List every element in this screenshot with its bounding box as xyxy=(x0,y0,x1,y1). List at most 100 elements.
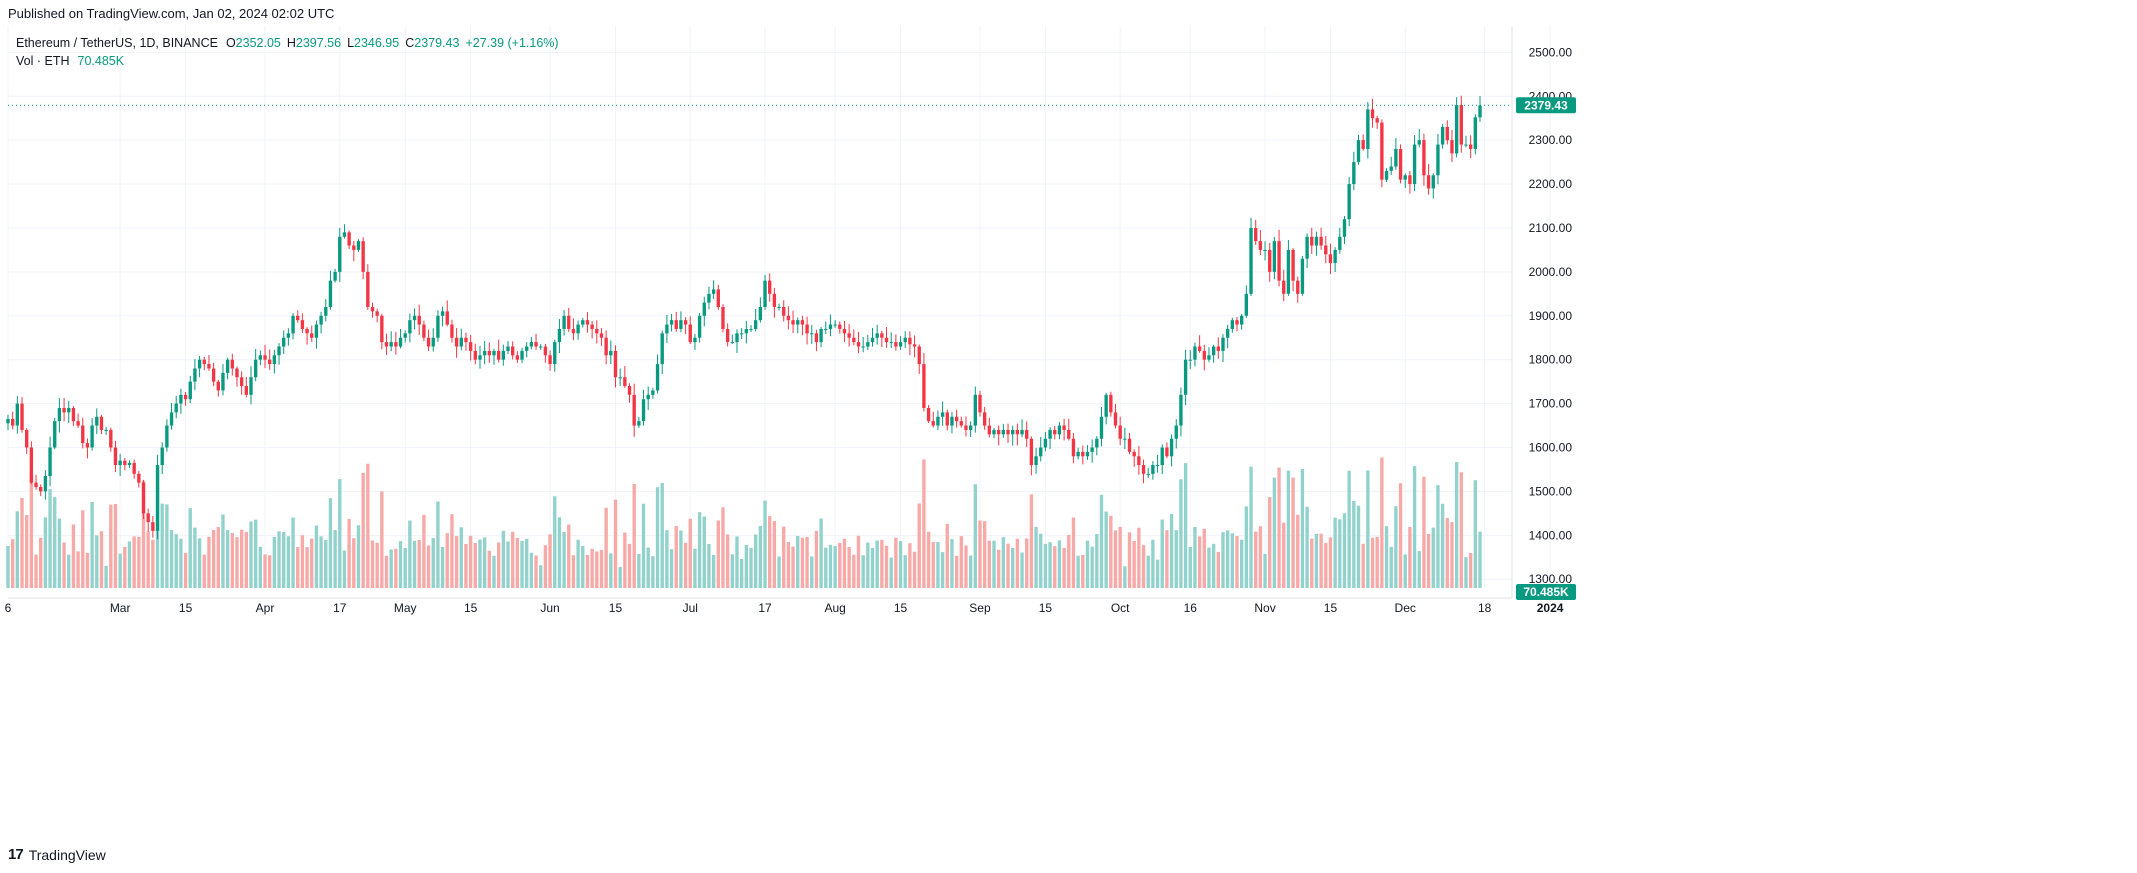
candle-body xyxy=(496,350,501,360)
candle-body xyxy=(679,320,683,329)
volume-bar xyxy=(468,535,473,588)
volume-bar xyxy=(338,479,342,588)
candle-body xyxy=(1034,456,1038,466)
candle-body xyxy=(567,315,571,329)
volume-bar xyxy=(225,530,230,588)
candle-body xyxy=(1389,166,1393,171)
candle-body xyxy=(940,412,945,417)
volume-bar xyxy=(875,540,879,588)
candle-body xyxy=(464,337,468,343)
legend-close: 2379.43 xyxy=(414,36,460,50)
candle-body xyxy=(263,355,267,360)
candle-body xyxy=(1478,105,1482,118)
volume-bar xyxy=(548,534,552,588)
volume-bar xyxy=(1165,530,1169,588)
volume-bar xyxy=(1436,485,1440,588)
volume-bar xyxy=(903,555,907,588)
volume-bar xyxy=(356,525,361,588)
volume-bar xyxy=(782,526,786,588)
volume-bar xyxy=(1113,530,1118,588)
volume-bar xyxy=(889,557,893,588)
volume-bar xyxy=(1221,532,1225,588)
volume-bar xyxy=(141,480,146,588)
candle-body xyxy=(1384,170,1389,180)
volume-bar xyxy=(253,519,258,588)
volume-bar xyxy=(67,554,71,588)
volume-bar xyxy=(744,544,749,588)
legend-high-label: H xyxy=(286,36,296,50)
candle-body xyxy=(1095,438,1099,448)
candle-body xyxy=(57,407,62,422)
volume-bar xyxy=(1277,467,1281,588)
candle-body xyxy=(211,368,216,382)
price-chart[interactable]: 1300.00 1400.00 1500.00 1600.00 1700.00 1800.… xyxy=(0,26,2137,841)
volume-bar xyxy=(207,536,211,588)
volume-bar xyxy=(1244,506,1249,588)
candle-body xyxy=(230,359,234,369)
candle-body xyxy=(1459,105,1463,145)
volume-bar xyxy=(894,537,898,588)
candle-body xyxy=(1464,144,1468,146)
volume-bar xyxy=(926,531,931,588)
candle-body xyxy=(34,482,38,488)
volume-bar xyxy=(1473,480,1478,588)
volume-bar xyxy=(1090,546,1094,588)
volume-bar xyxy=(286,536,291,588)
candle-body xyxy=(1352,162,1356,185)
candle-body xyxy=(805,324,809,334)
candle-body xyxy=(735,333,739,343)
volume-bar xyxy=(1296,514,1300,588)
candle-body xyxy=(473,350,477,360)
volume-bar xyxy=(95,535,99,588)
candle-body xyxy=(1165,447,1169,457)
candle-body xyxy=(683,320,688,325)
volume-bar xyxy=(1062,547,1066,588)
volume-bar xyxy=(1468,553,1473,588)
candle-body xyxy=(898,342,903,347)
candle-body xyxy=(183,394,188,400)
volume-bar xyxy=(1169,514,1174,588)
candle-body xyxy=(973,394,977,426)
candle-body xyxy=(249,377,253,395)
volume-bar xyxy=(1020,552,1024,588)
candle-body xyxy=(380,315,384,343)
candle-body xyxy=(1431,175,1435,189)
candles xyxy=(6,95,1482,540)
candle-body xyxy=(978,394,982,413)
candle-body xyxy=(669,320,674,325)
volume-bar xyxy=(623,532,627,588)
candle-body xyxy=(165,425,169,448)
candle-body xyxy=(1417,140,1421,145)
volume-bar xyxy=(693,548,697,588)
volume-bar xyxy=(197,538,202,588)
candle-body xyxy=(1328,254,1333,264)
volume-bar xyxy=(34,554,38,588)
volume-bar xyxy=(866,542,870,588)
tradingview-brand-label: TradingView xyxy=(28,846,106,863)
volume-bar xyxy=(1137,527,1141,588)
candle-body xyxy=(660,333,664,365)
last-price-tag-label: 2379.43 xyxy=(1524,98,1568,112)
candle-body xyxy=(81,425,85,444)
volume-bar xyxy=(950,539,954,588)
candle-body xyxy=(1426,175,1431,189)
candle-body xyxy=(1375,118,1379,123)
volume-bar xyxy=(739,558,744,588)
price-axis-label: 1500.00 xyxy=(1529,484,1573,498)
candle-body xyxy=(90,425,94,448)
price-axis-label: 2200.00 xyxy=(1529,177,1573,191)
candle-body xyxy=(1071,438,1076,457)
volume-bar xyxy=(557,517,562,588)
tradingview-brand[interactable]: 17 TradingView xyxy=(8,846,106,863)
candle-body xyxy=(968,425,973,430)
candle-body xyxy=(543,346,548,356)
candle-body xyxy=(286,333,291,338)
candle-body xyxy=(1445,126,1449,141)
time-axis-label: 17 xyxy=(333,601,347,615)
candle-body xyxy=(763,280,767,307)
volume-bar xyxy=(1183,463,1188,588)
candle-body xyxy=(1230,320,1235,329)
candle-body xyxy=(688,324,692,343)
volume-bar xyxy=(562,531,566,588)
candle-body xyxy=(525,346,529,351)
